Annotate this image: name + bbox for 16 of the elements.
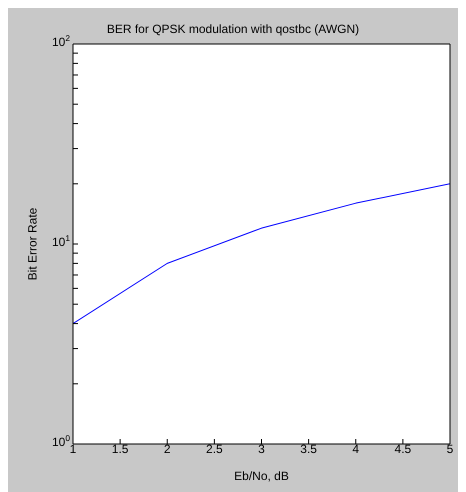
chart-title: BER for QPSK modulation with qostbc (AWGN) [106, 22, 360, 36]
x-tick-label: 1 [70, 442, 77, 456]
x-tick-label: 1.5 [112, 442, 129, 456]
x-tick-label: 3.5 [300, 442, 318, 456]
x-tick-label: 4.5 [394, 442, 412, 456]
x-tick-label: 2 [164, 442, 171, 456]
line-series [73, 183, 450, 324]
x-tick-label: 2.5 [206, 442, 224, 456]
x-tick-label: 3 [258, 442, 266, 456]
x-tick-label: 4 [352, 442, 360, 456]
x-tick-label: 5 [446, 442, 454, 456]
x-axis-title: Eb/No, dB [234, 469, 289, 483]
y-tick-label: 10$^{2}$ [52, 33, 70, 49]
y-tick-label: 10$^{1}$ [52, 233, 70, 249]
y-tick-label: 10$^{0}$ [52, 433, 70, 449]
y-axis-title: Bit Error Rate [25, 207, 40, 280]
